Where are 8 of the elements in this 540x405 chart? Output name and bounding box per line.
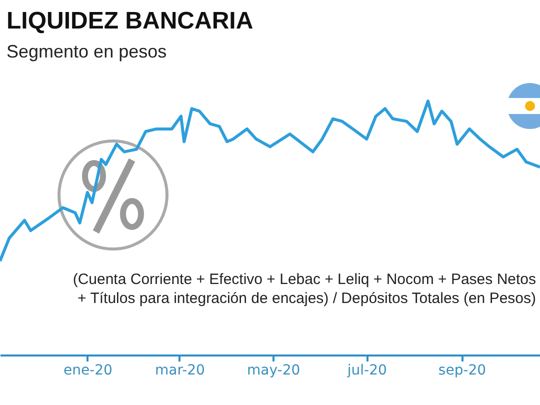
x-tick-label: may-20 (247, 362, 300, 378)
chart-subtitle: Segmento en pesos (6, 42, 167, 62)
x-tick-label: mar-20 (155, 362, 205, 378)
x-tick-label: sep-20 (438, 362, 486, 378)
annotation: (Cuenta Corriente + Efectivo + Lebac + Leliq + Nocom + Pases Netos + Títulos para integración de encajes) / Depósitos Totales (en Pesos) (72, 270, 536, 308)
x-tick-label: jul-20 (346, 362, 387, 378)
x-tick-label: ene-20 (63, 362, 112, 378)
chart-title: LIQUIDEZ BANCARIA (6, 8, 254, 34)
